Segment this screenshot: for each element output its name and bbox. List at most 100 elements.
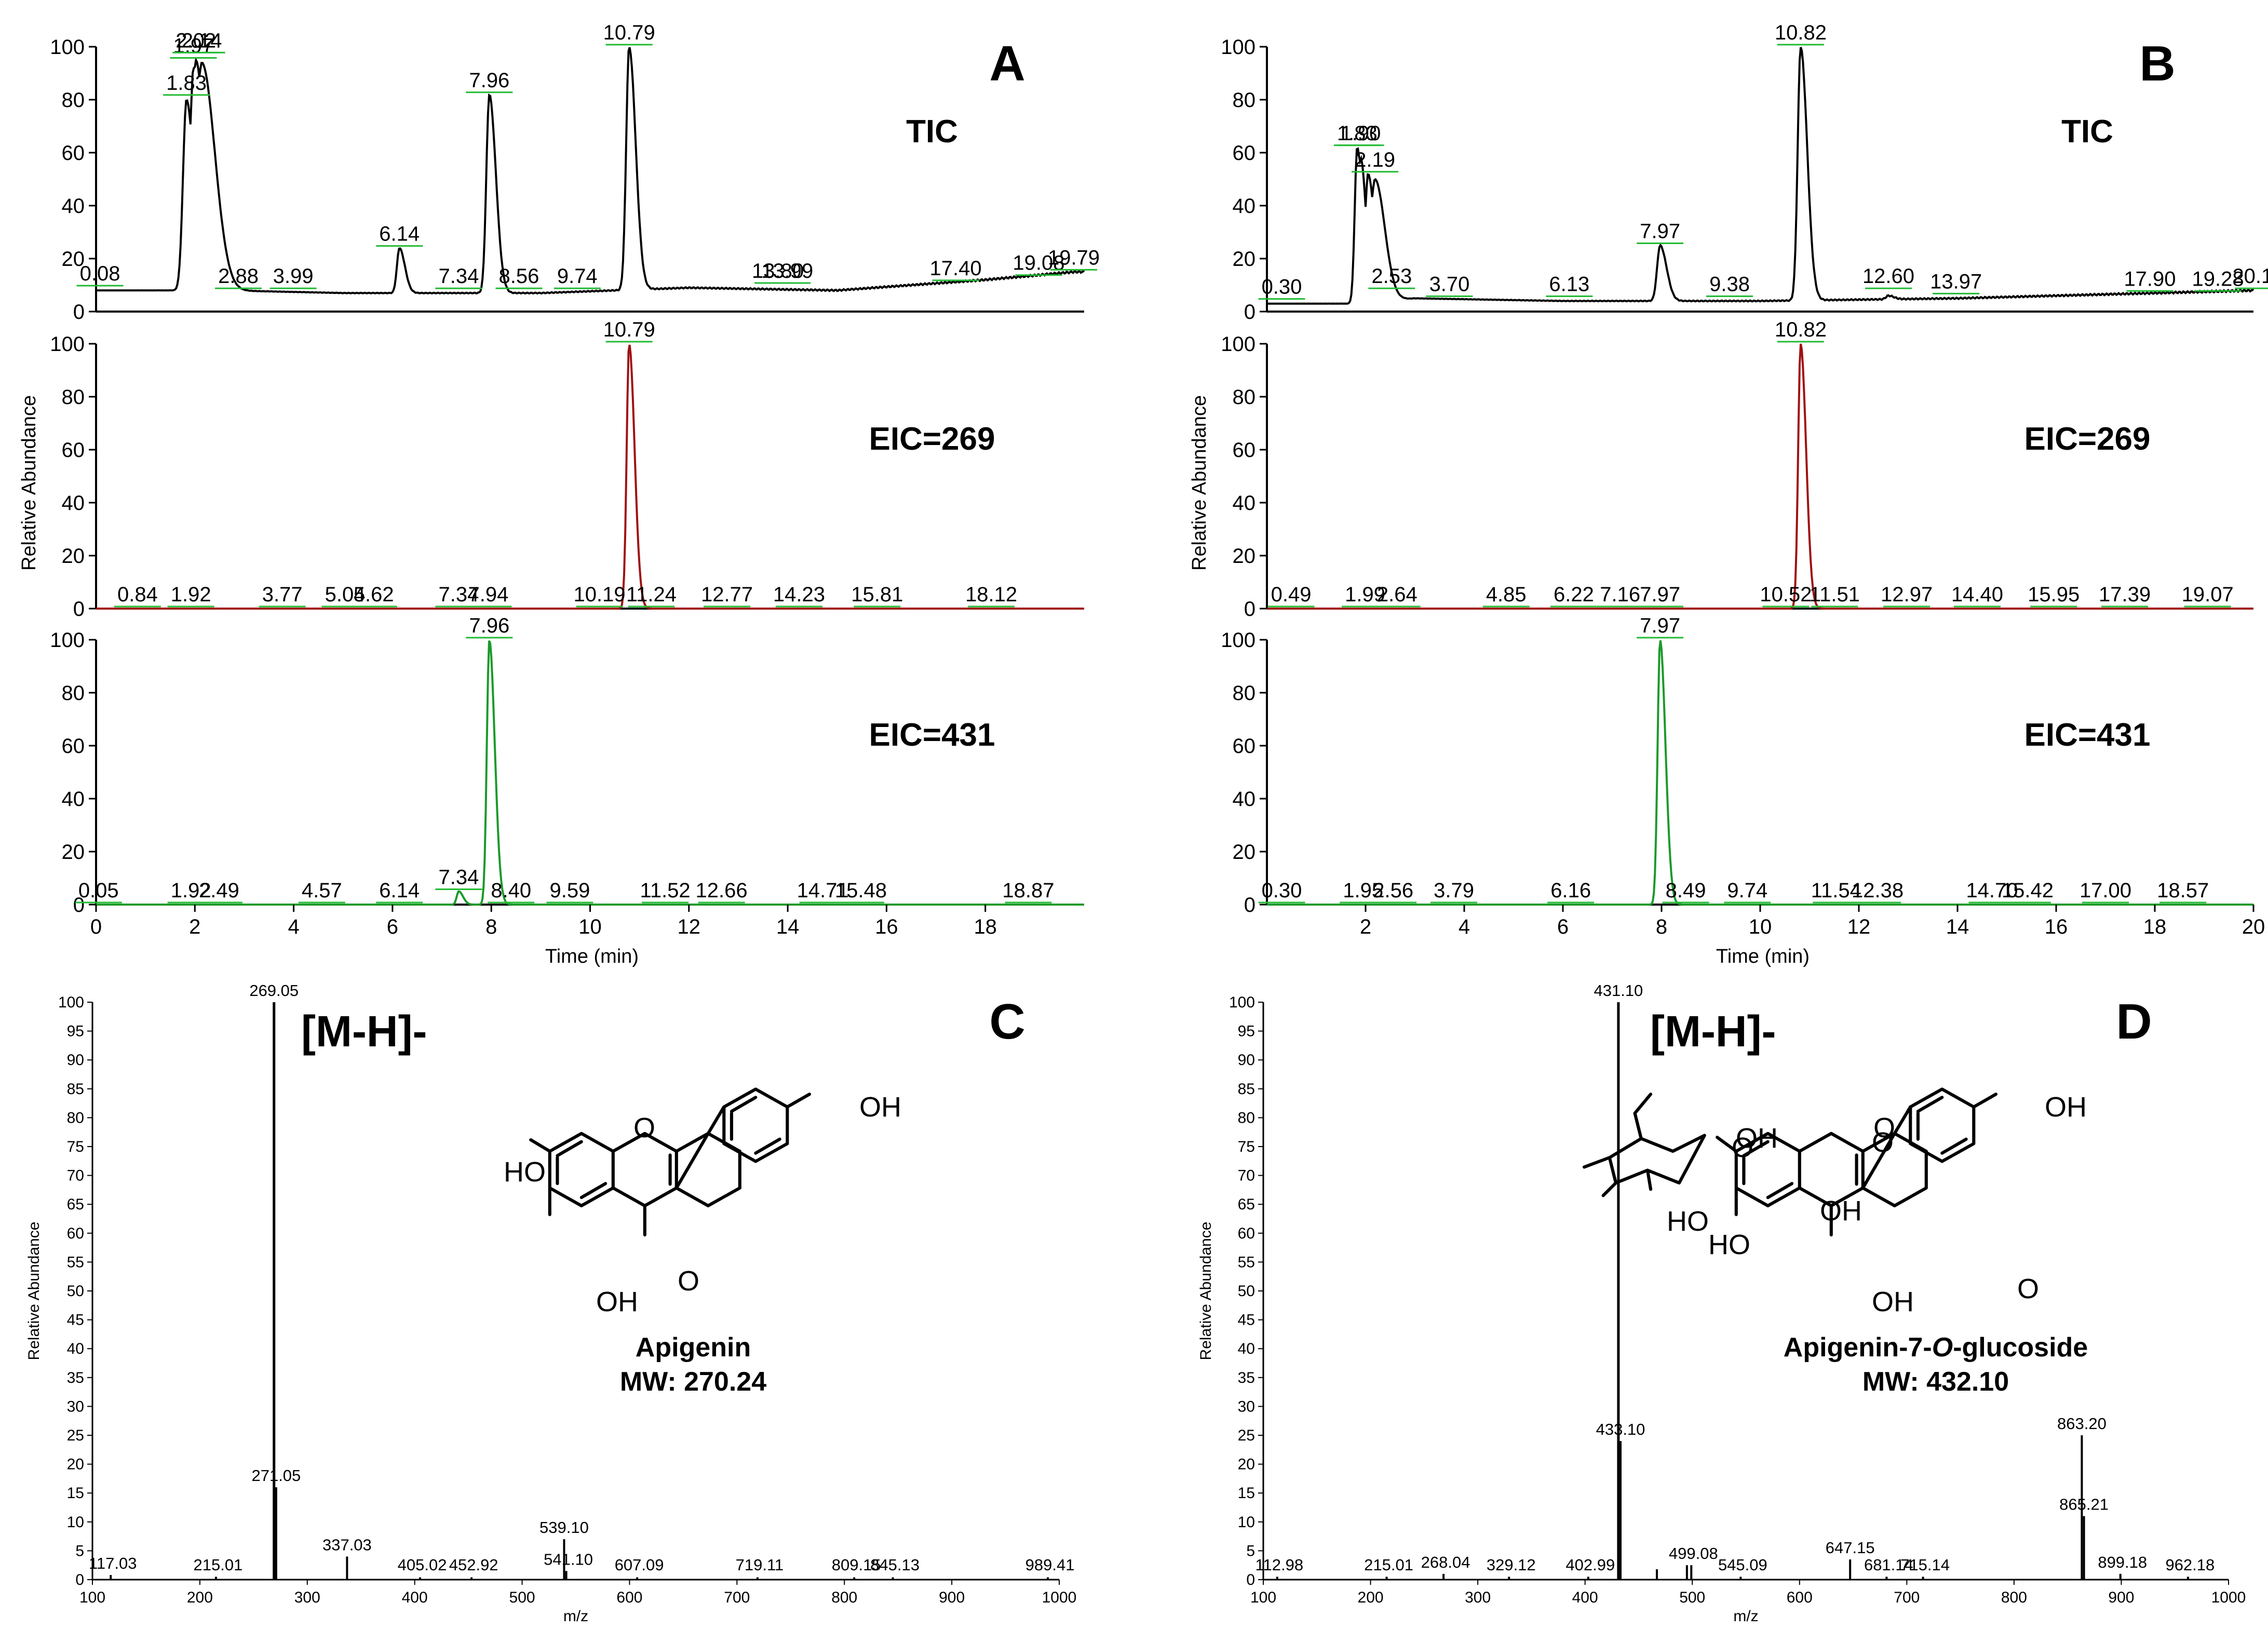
y-tick-label: 100 [50, 629, 85, 652]
x-tick-label: 18 [974, 915, 997, 938]
peak-label: 20.10 [2232, 265, 2268, 288]
peak-label: 19.08 [1013, 252, 1064, 275]
y-tick-label: 0 [75, 1571, 84, 1588]
atom-o-ring: O [633, 1112, 655, 1143]
peak-label: 3.99 [273, 265, 314, 288]
peak-label: 15.48 [835, 879, 887, 902]
x-tick-label: 800 [831, 1589, 857, 1606]
molecular-weight: MW: 432.10 [1862, 1367, 2009, 1397]
x-tick-label: 400 [1572, 1589, 1598, 1606]
y-tick-label: 65 [1238, 1196, 1255, 1213]
x-tick-label: 600 [1787, 1589, 1813, 1606]
y-tick-label: 10 [67, 1514, 84, 1531]
x-tick-label: 400 [402, 1589, 428, 1606]
y-tick-label: 45 [67, 1312, 84, 1329]
peak-label: 19.28 [2192, 267, 2244, 290]
y-tick-label: 20 [1233, 545, 1256, 568]
peak-label: 1.90 [1341, 122, 1381, 145]
apigenin-phenyl [722, 1087, 812, 1163]
peak-label: 2.14 [182, 29, 222, 52]
peak-label: 541.10 [544, 1550, 593, 1568]
peak-label: 402.99 [1565, 1556, 1615, 1574]
peak-label: 2.56 [1373, 879, 1413, 902]
x-tick-label: 1000 [1042, 1589, 1077, 1606]
peak-label: 7.96 [469, 69, 509, 92]
y-tick-label: 95 [67, 1023, 84, 1040]
peak-label: 681.14 [1864, 1556, 1913, 1574]
peak-label: 13.99 [761, 260, 813, 282]
peak-label: 0.05 [78, 879, 119, 902]
atom-oh-phenyl: OH [2045, 1092, 2087, 1123]
y-tick-label: 0 [1246, 1571, 1255, 1588]
y-tick-label: 100 [1221, 629, 1256, 652]
y-tick-label: 75 [1238, 1138, 1255, 1155]
x-tick-label: 200 [1358, 1589, 1384, 1606]
x-tick-label: 14 [776, 915, 800, 938]
peak-label: 17.90 [2124, 267, 2176, 290]
peak-label: 18.57 [2157, 879, 2209, 902]
peak-label: 9.74 [1727, 879, 1767, 902]
y-tick-label: 15 [67, 1485, 84, 1502]
y-tick-label: 80 [67, 1109, 84, 1126]
peak-label: 268.04 [1421, 1553, 1470, 1571]
trace-label: EIC=269 [2024, 421, 2150, 457]
y-tick-label: 20 [1238, 1456, 1255, 1473]
trace-line [1267, 640, 2253, 906]
peak-label: 2.02 [176, 29, 216, 52]
peak-label: 431.10 [1594, 981, 1643, 1000]
peak-label: 10.82 [1775, 21, 1827, 44]
y-tick-label: 60 [1233, 735, 1256, 758]
peak-label: 0.49 [1271, 583, 1312, 606]
peak-label: 9.74 [557, 265, 598, 288]
x-tick-label: 18 [2143, 915, 2167, 938]
peak-label: 11.51 [1810, 583, 1860, 606]
peak-label: 215.01 [194, 1556, 243, 1574]
x-tick-label: 700 [724, 1589, 750, 1606]
y-axis-label: Relative Abundance [1189, 395, 1210, 571]
atom-o-glycosidic: O [1872, 1127, 1894, 1158]
peak-label: 17.40 [930, 257, 982, 280]
trace-label: TIC [2061, 114, 2113, 150]
peak-label: 7.97 [1640, 583, 1680, 606]
peak-label: 15.81 [851, 583, 903, 606]
peak-label: 14.23 [773, 583, 825, 606]
atom-oh-5: OH [1872, 1286, 1914, 1317]
peak-label: 3.79 [1434, 879, 1474, 902]
x-tick-label: 12 [1847, 915, 1871, 938]
peak-label: 845.13 [870, 1556, 920, 1574]
y-tick-label: 100 [1221, 333, 1256, 356]
peak-label: 14.40 [1951, 583, 2003, 606]
y-tick-label: 20 [67, 1456, 84, 1473]
peak-label: 9.59 [550, 879, 590, 902]
x-tick-label: 900 [2108, 1589, 2134, 1606]
apigenin-bonds [529, 1105, 741, 1237]
y-tick-label: 5 [1246, 1542, 1255, 1559]
y-tick-label: 100 [58, 994, 84, 1011]
peak-label: 19.07 [2182, 583, 2234, 606]
peak-label: 8.49 [1666, 879, 1706, 902]
peak-label: 18.87 [1002, 879, 1054, 902]
peak-label: 5.62 [354, 583, 394, 606]
peak-label: 2.49 [199, 879, 239, 902]
x-tick-label: 1000 [2211, 1589, 2246, 1606]
y-tick-label: 50 [67, 1283, 84, 1300]
peak-label: 13.80 [752, 260, 804, 282]
peak-label: 0.08 [80, 262, 120, 285]
y-tick-label: 60 [67, 1225, 84, 1242]
atom-ho-3: HO [1667, 1206, 1709, 1237]
y-tick-label: 0 [73, 301, 85, 324]
atom-o-sugar: O [1732, 1132, 1753, 1163]
y-tick-label: 70 [67, 1167, 84, 1184]
peak-label: 10.19 [574, 583, 626, 606]
peak-label: 19.79 [1048, 247, 1100, 270]
y-tick-label: 85 [67, 1081, 84, 1098]
atom-oh-5: OH [596, 1286, 638, 1317]
peak-label: 715.14 [1900, 1556, 1950, 1574]
y-tick-label: 55 [67, 1254, 84, 1271]
y-tick-label: 60 [1233, 439, 1256, 462]
x-tick-label: 200 [187, 1589, 213, 1606]
atom-oh-6: OH [1736, 1123, 1778, 1154]
x-tick-label: 14 [1946, 915, 1969, 938]
x-tick-label: 10 [578, 915, 602, 938]
